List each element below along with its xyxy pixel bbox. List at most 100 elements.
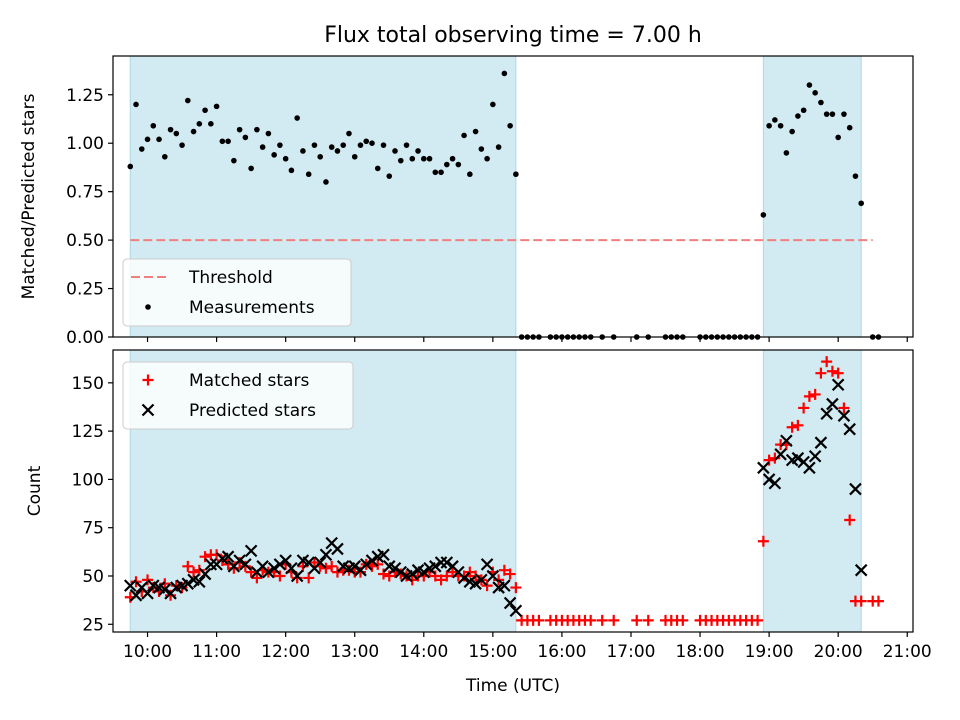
ratio-y-tick-label: 0.50 [66, 231, 104, 251]
ratio-data-point [300, 148, 306, 154]
ratio-data-point [328, 144, 335, 150]
ratio-data-point [277, 142, 283, 148]
count-legend-swatch [141, 403, 155, 417]
count-data-point [855, 595, 867, 607]
count-data-point [803, 390, 815, 402]
count-legend-box [122, 361, 354, 430]
count-data-point [406, 574, 418, 586]
count-data-point [585, 614, 597, 626]
count-data-point [470, 570, 482, 582]
count-data-point [504, 568, 516, 580]
count-data-point [188, 566, 200, 578]
count-data-point [808, 449, 822, 463]
count-data-point [159, 578, 171, 590]
count-data-point [752, 614, 764, 626]
ratio-data-point [173, 130, 180, 137]
ratio-data-point [133, 101, 139, 108]
count-data-point [509, 604, 523, 618]
ratio-data-point [225, 138, 231, 145]
count-data-point [228, 562, 240, 574]
ratio-data-point [829, 111, 836, 117]
ratio-data-point [432, 169, 439, 176]
ratio-data-point [294, 115, 300, 121]
count-data-point [193, 575, 206, 589]
count-data-point [849, 482, 862, 496]
count-data-point [429, 560, 442, 573]
ratio-data-point [783, 150, 790, 156]
ratio-data-point [478, 146, 485, 152]
count-data-point [320, 562, 332, 574]
ratio-data-point [513, 171, 519, 178]
count-data-point [826, 365, 838, 377]
count-data-point [142, 574, 154, 586]
ratio-data-point [397, 157, 404, 164]
count-data-point [596, 614, 608, 626]
count-data-point [378, 568, 390, 580]
ratio-data-point [852, 173, 859, 179]
ratio-legend-swatch [145, 304, 151, 310]
ratio-series-measurements [127, 70, 882, 340]
ratio-data-point [789, 128, 795, 135]
count-data-point [198, 567, 212, 581]
count-data-point [359, 558, 373, 571]
count-data-point [216, 555, 228, 567]
ratio-data-point [841, 111, 847, 117]
count-data-point [435, 574, 447, 586]
count-x-tick-label: 19:00 [745, 642, 794, 662]
count-legend-label: Matched stars [189, 371, 309, 391]
ratio-panel: 0.00 0.25 0.50 0.75 1.00 1.25 Matched/Predicte… [19, 55, 914, 348]
count-data-point [204, 558, 218, 571]
count-data-point [844, 514, 856, 526]
count-legend: Matched stars Predicted stars [122, 361, 354, 430]
count-data-point [297, 560, 309, 572]
ratio-data-point [409, 155, 416, 162]
ratio-data-point [282, 155, 289, 162]
count-data-point [786, 421, 798, 433]
ratio-data-point [490, 101, 496, 108]
count-data-point [130, 576, 142, 588]
count-data-point [457, 571, 471, 585]
count-data-point [429, 570, 441, 582]
count-panel: 25 50 75 100 125 150 10:00 11:00 12:00 13:00 14:00… [25, 349, 932, 662]
count-data-point [838, 402, 850, 414]
count-data-point [273, 558, 287, 571]
count-data-point [440, 556, 454, 569]
ratio-data-point [265, 130, 272, 137]
ratio-data-point [858, 200, 865, 207]
ratio-data-point [196, 121, 203, 127]
count-data-point [642, 614, 654, 626]
count-x-tick-label: 13:00 [330, 642, 379, 662]
count-data-point [486, 569, 500, 583]
count-x-tick-label: 17:00 [606, 642, 655, 662]
count-data-point [343, 564, 355, 576]
ratio-data-point [369, 140, 375, 147]
ratio-data-point [202, 107, 208, 114]
count-x-tick-label: 18:00 [676, 642, 725, 662]
ratio-y-axis-label: Matched/Predicted stars [19, 93, 39, 299]
ratio-data-point [374, 165, 381, 172]
count-data-point [383, 570, 395, 582]
ratio-data-point [380, 142, 387, 148]
count-data-point [319, 548, 333, 562]
count-data-point [406, 567, 419, 581]
count-data-point [809, 388, 821, 400]
count-data-point [251, 572, 263, 584]
ratio-legend-box [122, 258, 352, 327]
ratio-data-point [403, 142, 410, 148]
count-shaded-interval [762, 349, 862, 633]
ratio-data-point [254, 126, 260, 133]
count-data-point [434, 556, 448, 569]
count-data-point [354, 566, 366, 578]
count-data-point [821, 356, 833, 368]
ratio-legend-label: Threshold [188, 268, 273, 288]
count-data-point [279, 554, 292, 567]
ratio-data-point [392, 148, 398, 154]
count-data-point [267, 561, 281, 575]
count-data-point [262, 565, 275, 579]
ratio-data-point [415, 148, 421, 154]
count-data-point [244, 544, 258, 558]
ratio-data-point [340, 142, 347, 148]
ratio-data-point [208, 121, 214, 127]
ratio-data-point [167, 126, 174, 133]
count-data-point [388, 561, 402, 575]
